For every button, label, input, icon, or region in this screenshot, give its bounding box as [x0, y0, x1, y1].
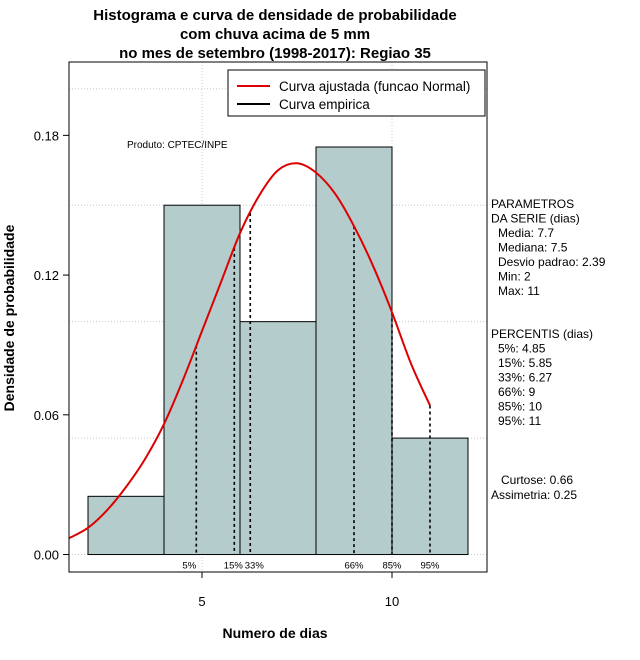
annotations: Produto: CPTEC/INPE: [127, 140, 228, 151]
y-tick-label-0: 0.00: [34, 548, 59, 563]
parametros-line-1: Media: 7.7: [498, 226, 554, 240]
percentile-label-2: 15%: [224, 561, 244, 572]
y-axis-title: Densidade de probabilidade: [1, 224, 17, 411]
axes: 0.00 0.06 0.12 0.18 5 10 Numero de dias Densida…: [1, 128, 399, 641]
parametros-line-5: Max: 11: [498, 284, 540, 298]
percentile-label-5: 85%: [382, 561, 402, 572]
histogram-bar-3: [239, 321, 317, 556]
x-tick-label-1: 10: [385, 594, 399, 609]
percentis-header-1: PERCENTIS (dias): [491, 327, 593, 341]
percentis-line-1: 5%: 4.85: [498, 342, 546, 356]
parametros-line-3: Desvio padrao: 2.39: [498, 255, 606, 269]
legend-box: [227, 69, 486, 117]
kurtosis-stat: Curtose: 0.66: [501, 473, 573, 487]
percentile-lines: 5% 15% 33% 66% 85% 95%: [182, 213, 440, 572]
legend: Curva ajustada (funcao Normal) Curva empi…: [227, 69, 486, 117]
histogram-bar-2: [163, 204, 241, 556]
fitted-curve: [68, 162, 431, 540]
parametros-header-2: DA SERIE (dias): [491, 212, 580, 226]
title-line-3: no mes de setembro (1998-2017): Regiao 3…: [119, 45, 431, 62]
percentis-line-5: 85%: 10: [498, 400, 542, 414]
histogram-bar-1: [87, 495, 165, 556]
normal-fit-curve: [68, 162, 431, 540]
title-line-2: com chuva acima de 5 mm: [180, 26, 370, 43]
histogram-bars: [87, 146, 469, 556]
y-tick-label-2: 0.12: [34, 268, 59, 283]
parametros-line-2: Mediana: 7.5: [498, 241, 568, 255]
percentile-label-1: 5%: [182, 561, 196, 572]
y-tick-label-1: 0.06: [34, 408, 59, 423]
percentis-line-2: 15%: 5.85: [498, 356, 552, 370]
percentis-line-6: 95%: 11: [498, 414, 541, 428]
percentile-label-6: 95%: [420, 561, 440, 572]
percentile-label-3: 33%: [245, 561, 265, 572]
percentis-line-3: 33%: 6.27: [498, 371, 552, 385]
x-axis-title: Numero de dias: [222, 625, 327, 641]
title-line-1: Histograma e curva de densidade de proba…: [93, 7, 456, 24]
x-tick-label-0: 5: [198, 594, 205, 609]
histogram-bar-4: [315, 146, 393, 556]
chart-title: Histograma e curva de densidade de proba…: [93, 7, 456, 62]
skewness-stat: Assimetria: 0.25: [491, 488, 577, 502]
parametros-line-4: Min: 2: [498, 270, 531, 284]
percentis-line-4: 66%: 9: [498, 385, 536, 399]
product-credit: Produto: CPTEC/INPE: [127, 140, 228, 151]
percentile-label-4: 66%: [344, 561, 364, 572]
legend-label-1: Curva ajustada (funcao Normal): [279, 79, 470, 94]
parametros-header-1: PARAMETROS: [491, 197, 574, 211]
legend-label-2: Curva empirica: [279, 97, 370, 112]
y-tick-label-3: 0.18: [34, 128, 59, 143]
